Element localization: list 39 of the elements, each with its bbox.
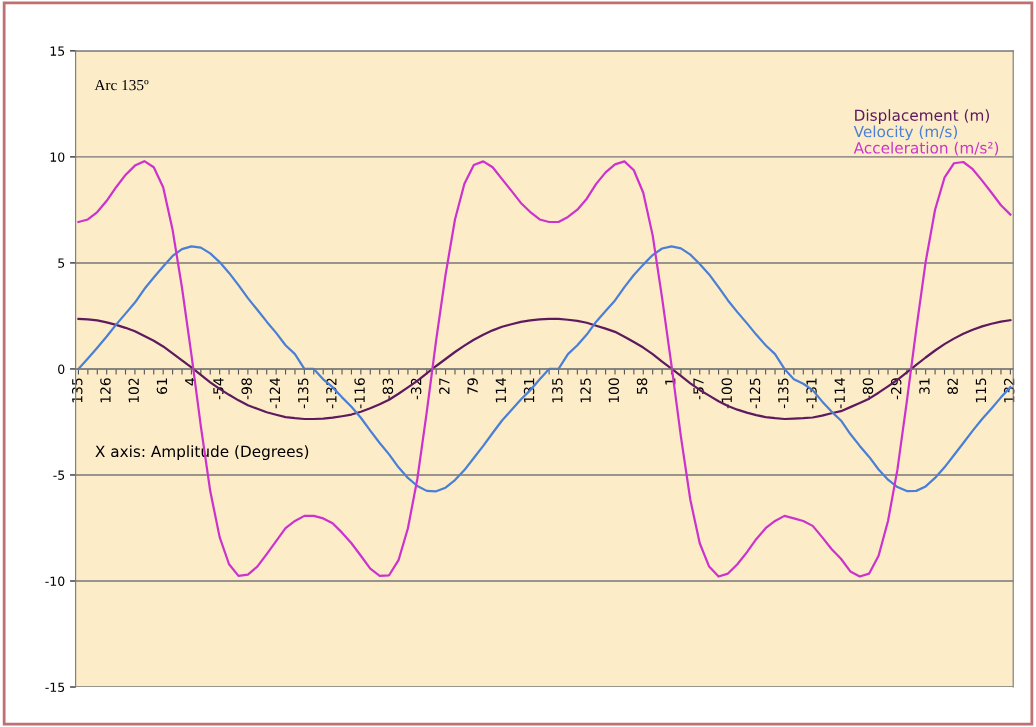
x-tick-label: -80 [862,378,874,400]
x-tick-label: 79 [467,378,478,394]
x-tick-label: 100 [608,378,620,403]
x-tick-label: -100 [721,378,733,409]
x-tick-label: 61 [156,378,168,394]
x-tick-label: -57 [693,378,704,400]
text: Displacement (m) [855,109,990,124]
y-tick-label: -10 [45,576,65,586]
x-tick-label: -135 [297,378,309,409]
x-tick-label: -135 [777,378,789,409]
x-tick-label: 31 [919,378,930,394]
x-tick-label: -98 [241,378,252,400]
y-tick-label: 0 [58,364,65,374]
x-tick-label: -131 [806,378,817,409]
x-tick-label: 102 [128,378,139,403]
x-tick-label: -125 [749,378,761,409]
y-tick-label: 10 [50,152,65,162]
y-tick-label: 15 [50,46,65,56]
x-tick-label: 132 [1003,378,1015,403]
y-tick-label: 5 [58,258,65,268]
y-tick-label: -5 [53,470,65,480]
x-tick-label: 115 [975,378,987,403]
x-tick-label: -124 [269,378,280,409]
x-tick-label: 58 [636,378,648,394]
x-tick-label: 135 [552,378,563,403]
series-label: Acceleration (m/s²) [853,141,999,156]
x-tick-label: -114 [834,378,845,409]
x-tick-label: 114 [495,378,506,403]
x-tick-label: -116 [354,378,365,409]
y-tick-label: -15 [45,682,65,692]
x-tick-label: -83 [382,378,394,400]
text: Velocity (m/s) [853,125,958,141]
x-tick-label: 131 [523,378,535,403]
x-tick-label: 125 [580,378,591,403]
x-tick-label: 27 [439,378,450,394]
x-tick-label: 135 [71,378,83,403]
x-tick-label: 126 [100,378,111,403]
annotation: Arc 135º [94,79,149,91]
x-tick-label: 82 [947,378,958,395]
